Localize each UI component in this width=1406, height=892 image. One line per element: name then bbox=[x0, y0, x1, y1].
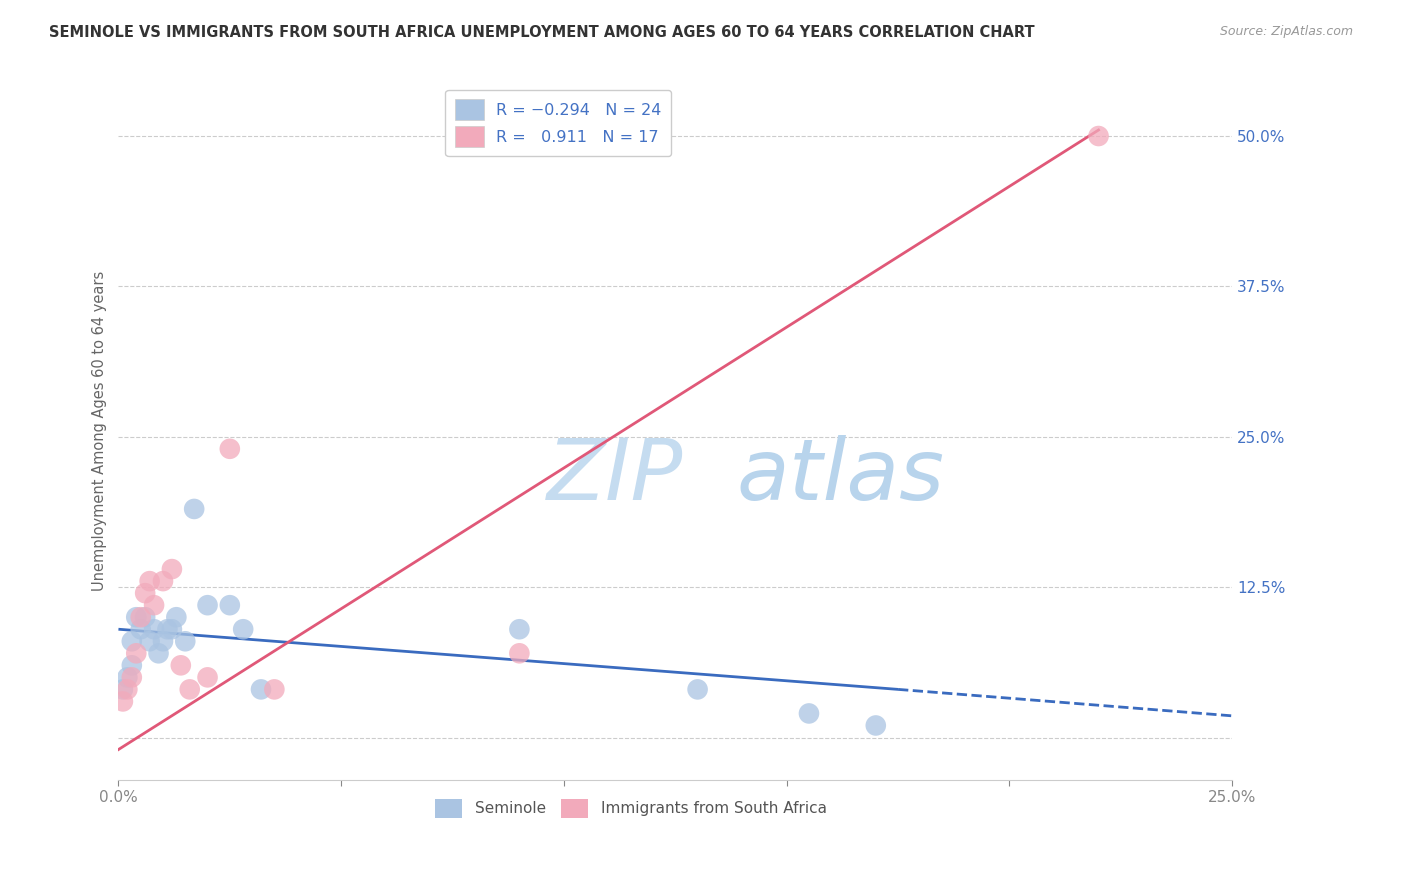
Point bbox=[232, 622, 254, 636]
Point bbox=[797, 706, 820, 721]
Point bbox=[111, 682, 134, 697]
Point bbox=[865, 718, 887, 732]
Y-axis label: Unemployment Among Ages 60 to 64 years: Unemployment Among Ages 60 to 64 years bbox=[93, 270, 107, 591]
Point bbox=[125, 646, 148, 660]
Text: atlas: atlas bbox=[737, 434, 945, 517]
Point bbox=[129, 622, 152, 636]
Point bbox=[165, 610, 187, 624]
Text: ZIP: ZIP bbox=[547, 434, 683, 517]
Point bbox=[111, 694, 134, 708]
Point bbox=[218, 598, 240, 612]
Point bbox=[170, 658, 193, 673]
Text: Source: ZipAtlas.com: Source: ZipAtlas.com bbox=[1219, 25, 1353, 38]
Point bbox=[174, 634, 197, 648]
Point bbox=[179, 682, 201, 697]
Point bbox=[508, 646, 530, 660]
Point bbox=[152, 634, 174, 648]
Point bbox=[152, 574, 174, 588]
Point bbox=[129, 610, 152, 624]
Point bbox=[508, 622, 530, 636]
Point bbox=[134, 586, 156, 600]
Point bbox=[148, 646, 170, 660]
Point bbox=[143, 622, 166, 636]
Point bbox=[121, 634, 143, 648]
Point bbox=[160, 622, 183, 636]
Point bbox=[160, 562, 183, 576]
Point bbox=[218, 442, 240, 456]
Point bbox=[138, 634, 160, 648]
Point bbox=[263, 682, 285, 697]
Point bbox=[138, 574, 160, 588]
Point bbox=[117, 670, 139, 684]
Point bbox=[117, 682, 139, 697]
Point bbox=[121, 670, 143, 684]
Point bbox=[125, 610, 148, 624]
Point bbox=[156, 622, 179, 636]
Point bbox=[134, 610, 156, 624]
Point bbox=[143, 598, 166, 612]
Point bbox=[1087, 129, 1109, 144]
Point bbox=[183, 502, 205, 516]
Point bbox=[121, 658, 143, 673]
Point bbox=[686, 682, 709, 697]
Point bbox=[250, 682, 273, 697]
Text: SEMINOLE VS IMMIGRANTS FROM SOUTH AFRICA UNEMPLOYMENT AMONG AGES 60 TO 64 YEARS : SEMINOLE VS IMMIGRANTS FROM SOUTH AFRICA… bbox=[49, 25, 1035, 40]
Point bbox=[197, 670, 219, 684]
Legend: Seminole, Immigrants from South Africa: Seminole, Immigrants from South Africa bbox=[429, 792, 832, 824]
Point bbox=[197, 598, 219, 612]
